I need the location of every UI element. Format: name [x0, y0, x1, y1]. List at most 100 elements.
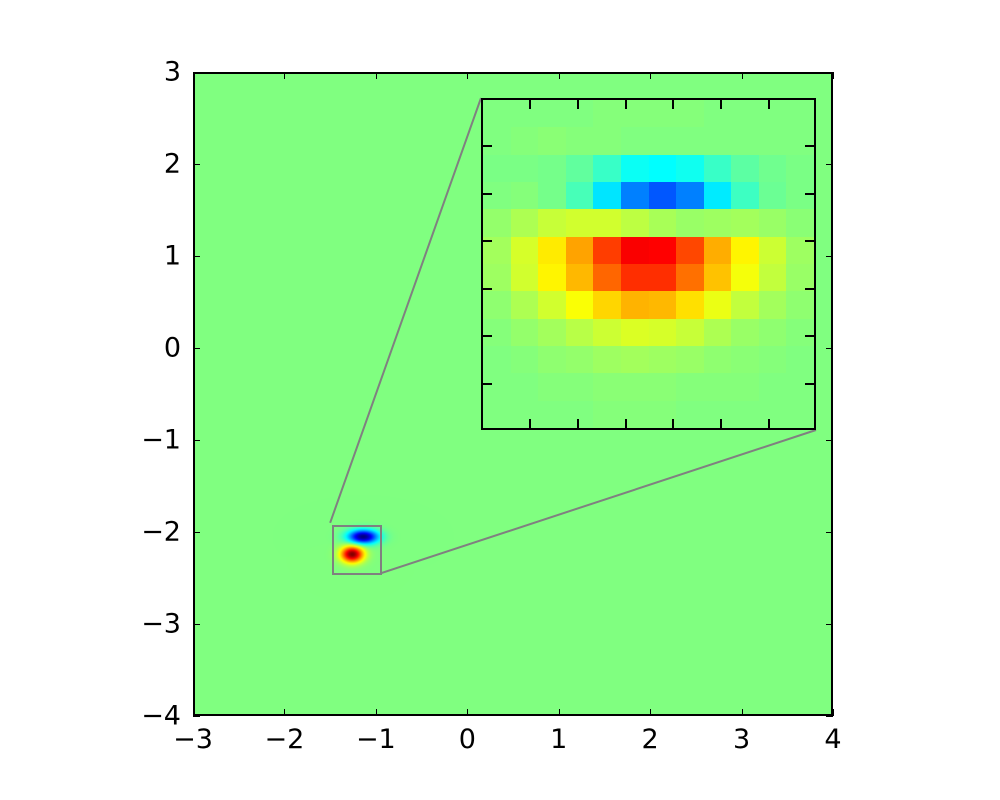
inset-x-tick-mark	[672, 100, 675, 109]
inset-heatmap-cell	[731, 236, 759, 264]
inset-heatmap-cell	[786, 346, 814, 374]
inset-heatmap-cell	[703, 127, 732, 155]
y-tick-mark	[826, 532, 833, 533]
y-tick-mark	[826, 440, 833, 441]
y-tick-mark	[826, 72, 833, 73]
inset-heatmap-cell	[731, 318, 759, 346]
inset-heatmap-cell	[565, 318, 594, 346]
inset-axes[interactable]	[481, 98, 816, 430]
inset-heatmap-cell	[676, 264, 704, 292]
inset-heatmap-cell	[483, 291, 511, 319]
inset-heatmap-cell	[565, 100, 594, 128]
inset-heatmap-cell	[703, 209, 732, 237]
x-tick-mark	[650, 709, 652, 716]
y-tick-label: −4	[141, 700, 181, 732]
inset-heatmap-cell	[786, 400, 814, 428]
inset-heatmap-cell	[703, 400, 732, 428]
inset-heatmap-cell	[538, 291, 566, 319]
inset-heatmap-cell	[703, 291, 732, 319]
inset-heatmap-cell	[703, 236, 732, 264]
inset-heatmap-cell	[758, 100, 787, 128]
y-tick-mark	[193, 716, 200, 717]
inset-heatmap-cell	[758, 373, 787, 401]
inset-heatmap-cell	[510, 291, 539, 319]
inset-heatmap-cell	[620, 373, 649, 401]
y-tick-mark	[193, 624, 200, 625]
inset-heatmap-cell	[483, 182, 511, 210]
x-tick-mark	[833, 709, 834, 716]
inset-y-tick-mark	[805, 145, 814, 148]
inset-heatmap	[483, 100, 814, 428]
inset-heatmap-cell	[758, 318, 787, 346]
inset-heatmap-cell	[786, 209, 814, 237]
y-tick-mark	[826, 164, 833, 165]
inset-heatmap-cell	[483, 318, 511, 346]
x-tick-mark	[375, 72, 377, 79]
inset-heatmap-cell	[731, 127, 759, 155]
x-tick-label: −3	[173, 724, 213, 755]
x-tick-label: 3	[732, 724, 751, 755]
inset-heatmap-cell	[538, 182, 566, 210]
x-tick-mark	[284, 72, 286, 79]
inset-heatmap-cell	[786, 373, 814, 401]
inset-x-tick-mark	[672, 419, 675, 428]
inset-heatmap-cell	[538, 373, 566, 401]
inset-heatmap-cell	[483, 400, 511, 428]
inset-heatmap-cell	[758, 400, 787, 428]
inset-heatmap-cell	[786, 291, 814, 319]
inset-heatmap-cell	[703, 346, 732, 374]
inset-heatmap-cell	[538, 236, 566, 264]
inset-heatmap-cell	[565, 209, 594, 237]
inset-y-tick-mark	[483, 335, 492, 338]
inset-heatmap-cell	[758, 264, 787, 292]
inset-y-tick-mark	[483, 145, 492, 148]
x-tick-mark	[467, 72, 469, 79]
inset-heatmap-cell	[731, 264, 759, 292]
inset-heatmap-cell	[676, 291, 704, 319]
inset-heatmap-cell	[593, 346, 621, 374]
inset-heatmap-cell	[648, 346, 677, 374]
inset-heatmap-cell	[731, 154, 759, 182]
inset-heatmap-cell	[538, 100, 566, 128]
inset-heatmap-cell	[758, 182, 787, 210]
inset-heatmap-cell	[786, 318, 814, 346]
inset-heatmap-cell	[510, 100, 539, 128]
inset-heatmap-cell	[648, 400, 677, 428]
inset-heatmap-cell	[676, 100, 704, 128]
y-tick-label: 2	[163, 148, 181, 180]
inset-heatmap-cell	[758, 154, 787, 182]
inset-heatmap-cell	[565, 264, 594, 292]
inset-heatmap-cell	[676, 209, 704, 237]
inset-heatmap-cell	[620, 154, 649, 182]
y-tick-mark	[826, 348, 833, 349]
inset-heatmap-cell	[538, 127, 566, 155]
y-tick-mark	[193, 532, 200, 533]
y-tick-mark	[193, 440, 200, 441]
y-tick-label: 3	[163, 56, 181, 88]
inset-heatmap-cell	[565, 236, 594, 264]
x-tick-mark	[375, 709, 377, 716]
x-tick-mark	[741, 72, 743, 79]
inset-heatmap-cell	[510, 209, 539, 237]
inset-heatmap-cell	[676, 154, 704, 182]
inset-x-tick-mark	[576, 419, 579, 428]
inset-heatmap-cell	[731, 346, 759, 374]
inset-y-tick-mark	[805, 287, 814, 290]
x-tick-label: 0	[458, 724, 476, 755]
inset-heatmap-cell	[758, 291, 787, 319]
x-tick-label: 2	[641, 724, 659, 755]
inset-heatmap-cell	[786, 127, 814, 155]
inset-heatmap-cell	[703, 373, 732, 401]
inset-heatmap-cell	[758, 346, 787, 374]
inset-heatmap-cell	[593, 291, 621, 319]
inset-heatmap-cell	[648, 236, 677, 264]
inset-heatmap-cell	[786, 100, 814, 128]
inset-heatmap-cell	[620, 182, 649, 210]
inset-heatmap-cell	[510, 154, 539, 182]
inset-x-tick-mark	[624, 419, 627, 428]
inset-heatmap-cell	[620, 291, 649, 319]
inset-heatmap-cell	[593, 127, 621, 155]
x-tick-label: −2	[264, 724, 305, 755]
y-tick-label: −3	[141, 608, 181, 640]
